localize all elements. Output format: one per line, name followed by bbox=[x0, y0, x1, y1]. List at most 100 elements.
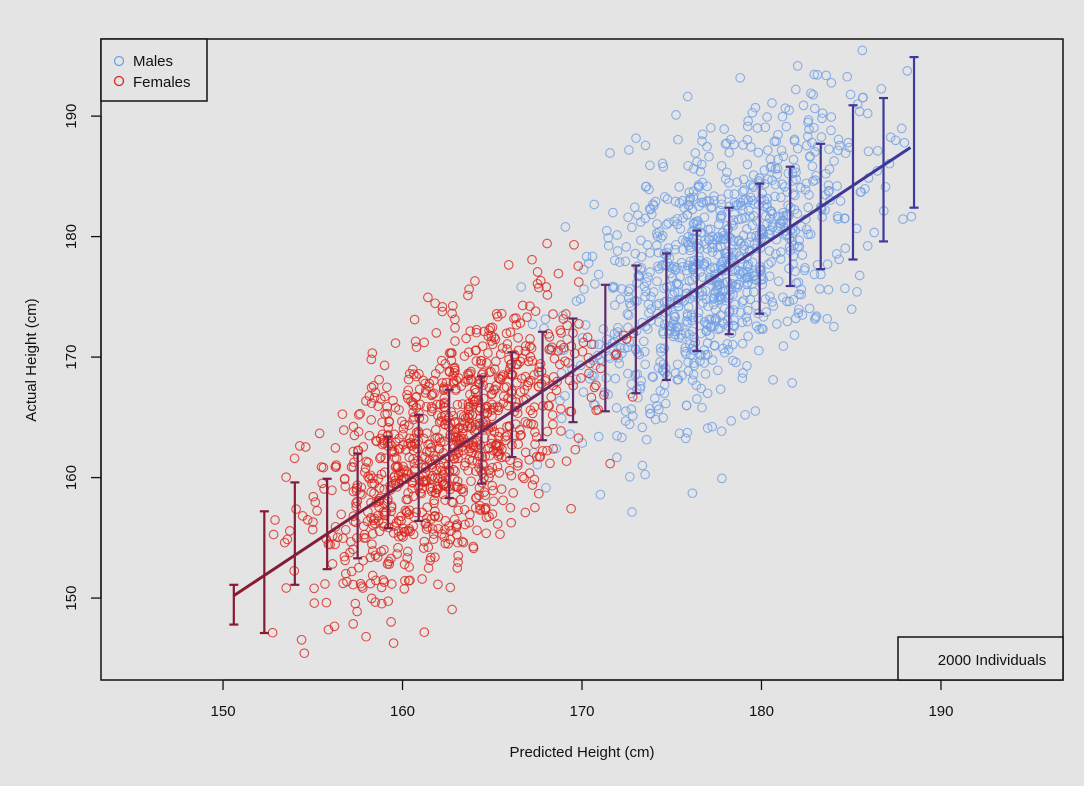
scatter-point-males bbox=[680, 346, 690, 357]
scatter-point-females bbox=[493, 441, 503, 451]
scatter-point-males bbox=[812, 141, 823, 152]
scatter-point-females bbox=[535, 359, 546, 369]
scatter-point-females bbox=[492, 461, 503, 472]
scatter-point-males bbox=[829, 156, 839, 166]
scatter-point-males bbox=[672, 374, 683, 385]
scatter-point-males bbox=[737, 338, 748, 349]
scatter-point-males bbox=[801, 224, 812, 235]
scatter-point-males bbox=[764, 246, 775, 256]
scatter-point-females bbox=[336, 509, 347, 520]
scatter-point-males bbox=[834, 254, 844, 265]
scatter-point-males bbox=[671, 262, 682, 273]
scatter-point-males bbox=[614, 358, 625, 369]
scatter-point-males bbox=[673, 134, 683, 145]
scatter-point-males bbox=[674, 182, 685, 192]
scatter-point-males bbox=[639, 346, 650, 357]
scatter-point-males bbox=[624, 298, 635, 309]
scatter-point-females bbox=[483, 331, 494, 342]
scatter-point-females bbox=[457, 399, 468, 409]
scatter-point-males bbox=[692, 394, 702, 404]
scatter-point-females bbox=[574, 319, 584, 329]
scatter-point-males bbox=[624, 145, 634, 155]
scatter-point-males bbox=[640, 469, 650, 480]
scatter-point-females bbox=[525, 301, 535, 312]
scatter-point-females bbox=[481, 528, 492, 539]
scatter-point-females bbox=[463, 399, 474, 409]
scatter-point-males bbox=[726, 219, 737, 229]
scatter-point-females bbox=[411, 402, 422, 413]
scatter-point-females bbox=[447, 300, 458, 311]
scatter-point-males bbox=[677, 195, 688, 206]
scatter-point-males bbox=[770, 249, 781, 259]
scatter-point-females bbox=[548, 309, 558, 319]
scatter-point-females bbox=[479, 487, 490, 497]
scatter-point-males bbox=[747, 257, 758, 268]
scatter-point-males bbox=[863, 146, 874, 157]
scatter-point-females bbox=[474, 500, 485, 511]
scatter-point-females bbox=[533, 282, 544, 293]
scatter-point-males bbox=[670, 329, 680, 340]
scatter-point-males bbox=[723, 189, 734, 199]
scatter-point-males bbox=[647, 371, 658, 382]
scatter-point-females bbox=[457, 428, 468, 438]
scatter-point-females bbox=[409, 369, 419, 380]
scatter-point-females bbox=[376, 598, 387, 609]
scatter-point-males bbox=[710, 313, 721, 324]
scatter-point-males bbox=[726, 416, 737, 426]
scatter-point-males bbox=[659, 283, 669, 294]
scatter-point-males bbox=[787, 176, 798, 186]
scatter-point-females bbox=[419, 536, 430, 547]
scatter-point-males bbox=[775, 221, 786, 232]
scatter-point-females bbox=[418, 543, 429, 553]
scatter-point-males bbox=[657, 158, 668, 169]
scatter-point-males bbox=[767, 98, 777, 108]
scatter-point-males bbox=[640, 213, 651, 224]
scatter-point-males bbox=[706, 201, 717, 212]
scatter-point-males bbox=[697, 272, 708, 282]
scatter-point-males bbox=[880, 182, 891, 192]
error-bar bbox=[724, 206, 734, 336]
scatter-point-females bbox=[373, 516, 384, 526]
scatter-point-males bbox=[718, 278, 728, 289]
scatter-point-females bbox=[447, 308, 457, 319]
x-tick-label: 180 bbox=[749, 703, 774, 720]
scatter-point-females bbox=[501, 328, 512, 339]
scatter-point-females bbox=[487, 480, 498, 491]
scatter-point-females bbox=[433, 579, 443, 590]
scatter-point-females bbox=[453, 373, 464, 383]
scatter-point-females bbox=[530, 502, 540, 513]
scatter-point-males bbox=[833, 213, 843, 224]
scatter-point-males bbox=[792, 143, 803, 154]
scatter-point-males bbox=[627, 222, 637, 233]
scatter-point-males bbox=[776, 145, 787, 156]
scatter-point-males bbox=[739, 185, 750, 195]
scatter-point-females bbox=[489, 332, 500, 343]
scatter-point-females bbox=[537, 446, 548, 456]
scatter-point-females bbox=[541, 282, 552, 292]
x-tick-label: 150 bbox=[211, 703, 236, 720]
scatter-point-males bbox=[672, 213, 683, 224]
scatter-point-females bbox=[366, 354, 377, 365]
scatter-point-males bbox=[724, 147, 735, 158]
scatter-point-males bbox=[720, 174, 731, 184]
scatter-point-females bbox=[432, 482, 443, 492]
scatter-point-females bbox=[365, 578, 376, 589]
scatter-point-females bbox=[492, 519, 503, 529]
x-tick-label: 170 bbox=[569, 703, 594, 720]
scatter-point-females bbox=[372, 552, 383, 562]
scatter-point-males bbox=[826, 125, 836, 136]
scatter-point-females bbox=[426, 390, 437, 401]
scatter-point-females bbox=[379, 544, 389, 555]
scatter-point-males bbox=[787, 228, 798, 239]
scatter-point-females bbox=[383, 596, 394, 607]
scatter-point-females bbox=[402, 546, 413, 557]
scatter-point-males bbox=[734, 269, 745, 280]
scatter-point-males bbox=[612, 452, 622, 463]
scatter-point-females bbox=[577, 346, 588, 357]
scatter-point-males bbox=[800, 263, 810, 273]
scatter-point-females bbox=[352, 606, 362, 617]
scatter-point-males bbox=[741, 272, 752, 283]
scatter-point-females bbox=[399, 526, 410, 537]
scatter-point-females bbox=[373, 474, 384, 484]
scatter-point-females bbox=[470, 396, 480, 406]
